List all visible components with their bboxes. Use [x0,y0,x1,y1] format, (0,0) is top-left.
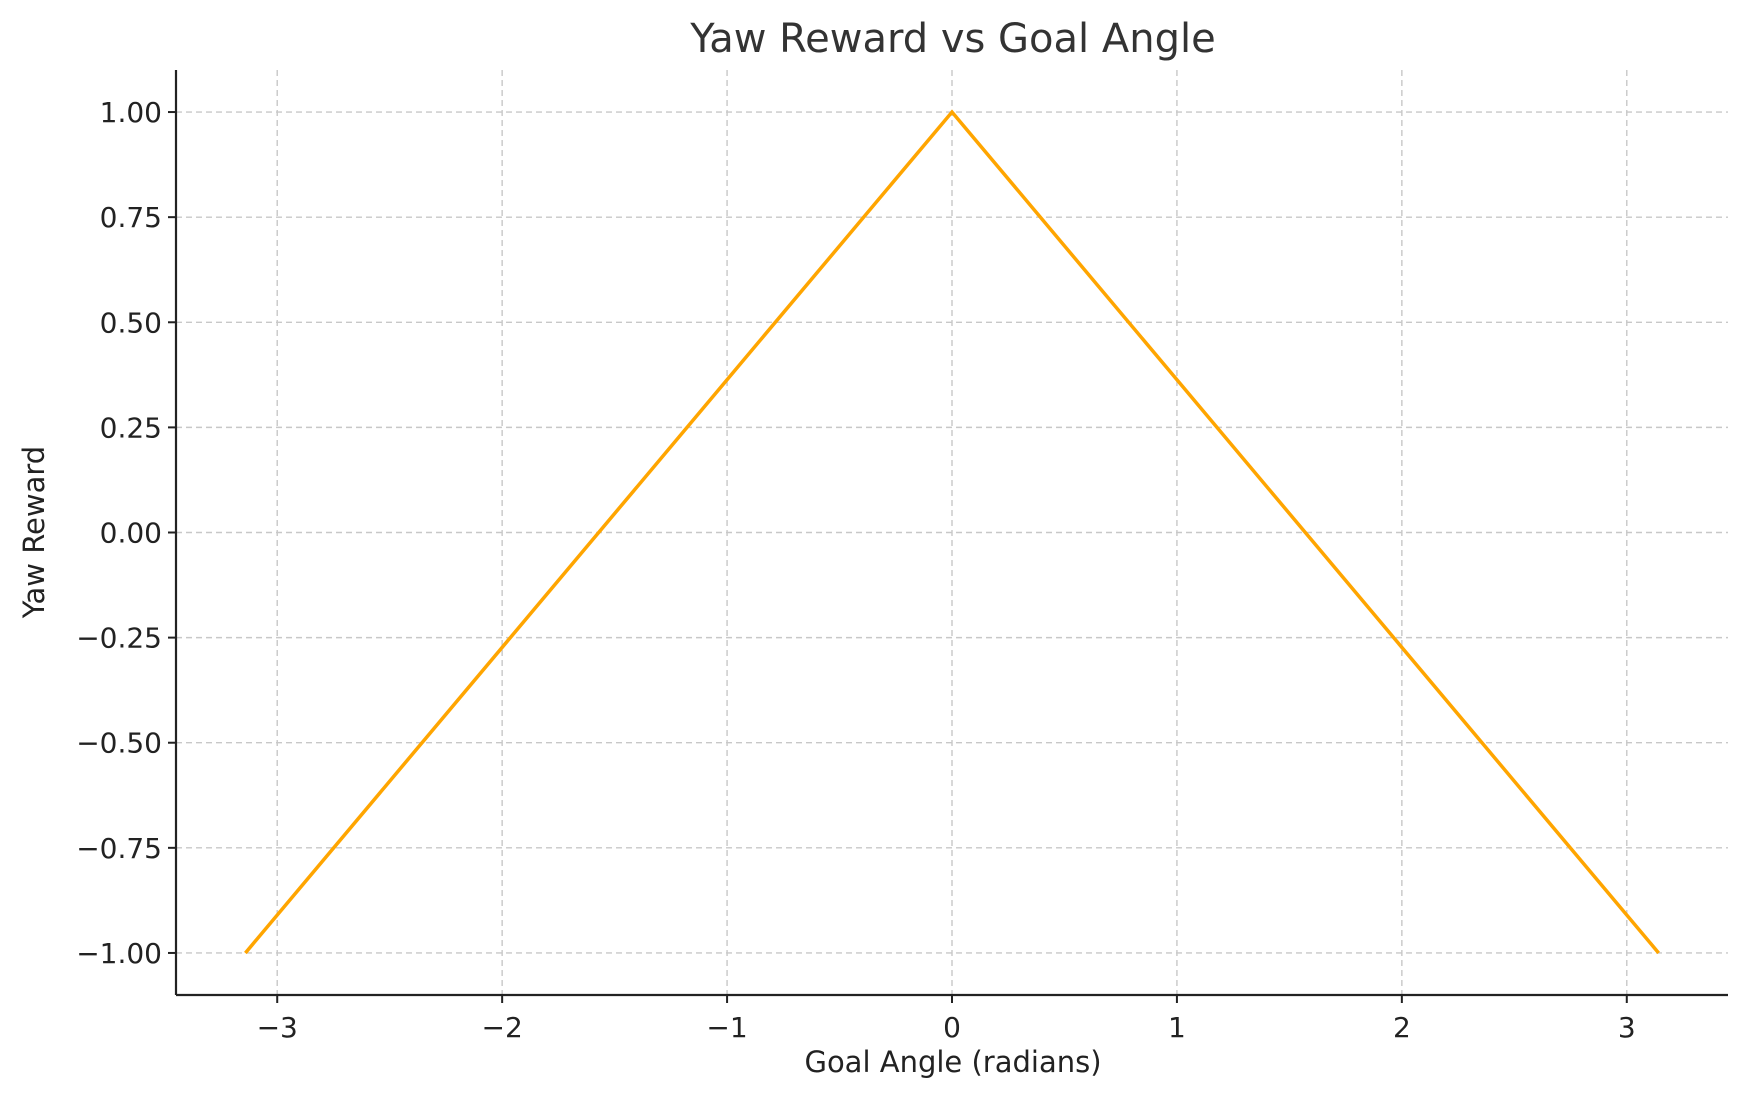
grid [176,70,1728,995]
y-ticks: 1.00 0.75 0.50 0.25 0.00 −0.25 −0.50 −0.75 −1.00 [76,96,176,970]
y-tick-label: −1.00 [76,937,162,970]
y-tick-label: 0.25 [100,411,162,444]
chart-title: Yaw Reward vs Goal Angle [689,16,1215,62]
x-tick-label: 0 [943,1011,961,1044]
y-axis-label: Yaw Reward [17,446,51,619]
x-axis-label: Goal Angle (radians) [804,1045,1101,1079]
x-tick-label: 1 [1168,1011,1186,1044]
y-tick-label: 0.00 [100,517,162,550]
x-ticks: −3 −2 −1 0 1 2 3 [257,995,1636,1044]
y-tick-label: 0.50 [100,306,162,339]
x-tick-label: −1 [706,1011,747,1044]
y-tick-label: 1.00 [100,96,162,129]
series-line [244,109,1660,955]
y-tick-label: −0.50 [76,727,162,760]
x-tick-label: 3 [1618,1011,1636,1044]
x-tick-label: 2 [1393,1011,1411,1044]
y-tick-label: −0.25 [76,622,162,655]
x-tick-label: −3 [257,1011,298,1044]
x-tick-label: −2 [482,1011,523,1044]
y-tick-label: 0.75 [100,201,162,234]
series-layer [244,109,1660,955]
y-tick-label: −0.75 [76,832,162,865]
